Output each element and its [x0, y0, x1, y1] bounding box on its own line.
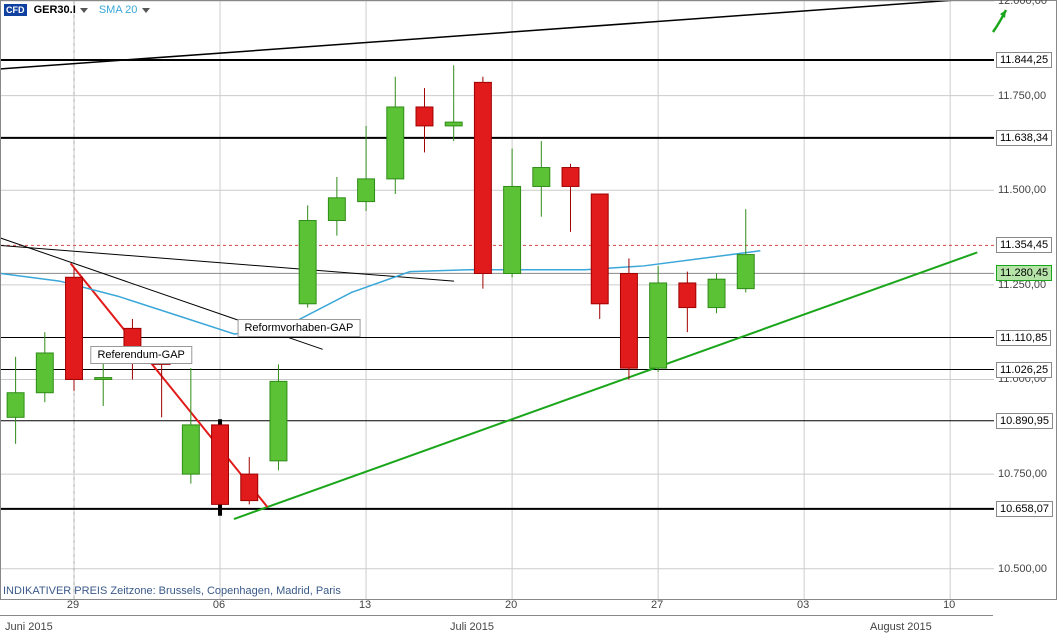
chevron-down-icon[interactable]	[80, 8, 88, 13]
y-price-label: 10.658,07	[996, 501, 1053, 517]
y-tick: 10.500,00	[994, 563, 1057, 575]
y-price-label: 11.280,45	[996, 265, 1052, 281]
y-tick: 11.750,00	[994, 90, 1057, 102]
month-label: August 2015	[870, 621, 932, 633]
annotation: Reformvorhaben-GAP	[237, 319, 360, 337]
y-price-label: 11.638,34	[996, 130, 1052, 146]
y-tick: 11.500,00	[994, 184, 1057, 196]
indicator-sma[interactable]: SMA 20	[99, 4, 151, 16]
y-axis: 12.000,0011.750,0011.500,0011.250,0011.0…	[994, 0, 1057, 600]
y-tick: 10.750,00	[994, 468, 1057, 480]
x-tick: 06	[213, 599, 225, 611]
month-label: Juli 2015	[450, 621, 494, 633]
x-tick: 03	[797, 599, 809, 611]
chart-svg	[1, 1, 994, 599]
y-price-label: 11.110,85	[996, 330, 1051, 346]
y-price-label: 11.354,45	[996, 237, 1052, 253]
y-price-label: 10.890,95	[996, 413, 1053, 429]
month-label: Juni 2015	[5, 621, 53, 633]
x-tick: 27	[651, 599, 663, 611]
x-tick: 29	[67, 599, 79, 611]
annotation: Referendum-GAP	[90, 346, 191, 364]
y-price-label: 11.844,25	[996, 52, 1052, 68]
chart-header: CFD GER30.I SMA 20	[4, 4, 150, 16]
symbol-label[interactable]: GER30.I	[34, 4, 76, 16]
up-arrow-icon	[990, 0, 1015, 40]
y-price-label: 11.026,25	[996, 362, 1052, 378]
cfd-badge: CFD	[4, 4, 27, 16]
footer-text: INDIKATIVER PREIS Zeitzone: Brussels, Co…	[3, 585, 341, 597]
chart-plot-area[interactable]: CFD GER30.I SMA 20 INDIKATIVER PREIS Zei…	[0, 0, 995, 600]
x-axis: 29 06 13 20 27 03 10 Juni 2015 Juli 2015 August 2…	[0, 599, 993, 633]
x-tick: 13	[359, 599, 371, 611]
chevron-down-icon[interactable]	[142, 8, 150, 13]
x-tick: 10	[943, 599, 955, 611]
x-tick: 20	[505, 599, 517, 611]
